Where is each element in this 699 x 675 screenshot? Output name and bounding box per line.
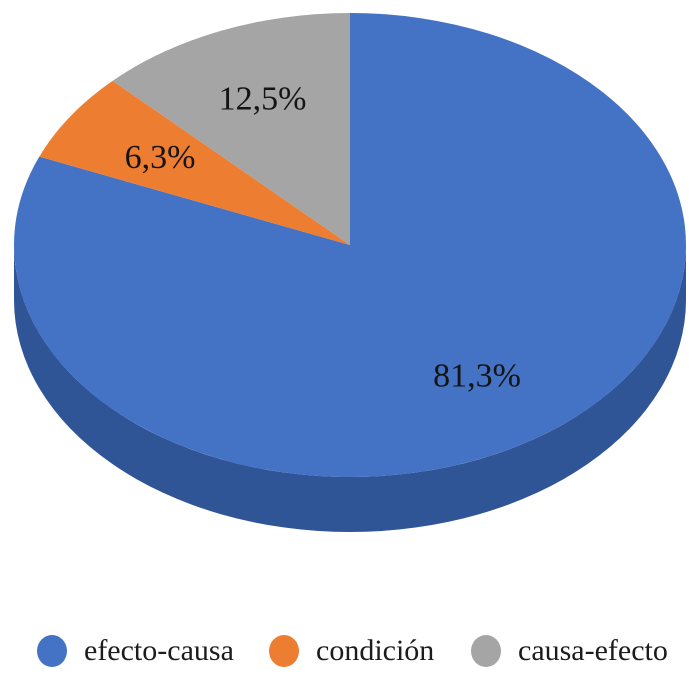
pie-slice-efecto-causa xyxy=(13,13,686,478)
legend-swatch-condicion xyxy=(269,635,299,667)
pie-slice-causa-efecto xyxy=(112,13,350,245)
pie-slice-value-efecto-causa: 81,3% xyxy=(433,358,521,395)
pie-slice-condición xyxy=(39,80,350,245)
pie-3d-chart: 81,3% 6,3% 12,5% xyxy=(13,13,686,532)
pie-slice-value-condición: 6,3% xyxy=(125,139,196,176)
legend-swatch-causa-efecto xyxy=(471,635,501,667)
legend-item-efecto-causa: efecto-causa xyxy=(37,630,234,672)
legend-swatch-efecto-causa xyxy=(37,635,67,667)
legend-item-causa-efecto: causa-efecto xyxy=(471,630,668,672)
legend-item-condicion: condición xyxy=(269,630,434,672)
pie-slice-value-causa-efecto: 12,5% xyxy=(219,81,307,118)
legend-label-efecto-causa: efecto-causa xyxy=(84,634,234,667)
legend-label-condicion: condición xyxy=(316,634,435,667)
legend-label-causa-efecto: causa-efecto xyxy=(518,634,668,667)
chart-legend: efecto-causa condición causa-efecto xyxy=(0,630,699,672)
pie-side-rim xyxy=(14,245,686,532)
